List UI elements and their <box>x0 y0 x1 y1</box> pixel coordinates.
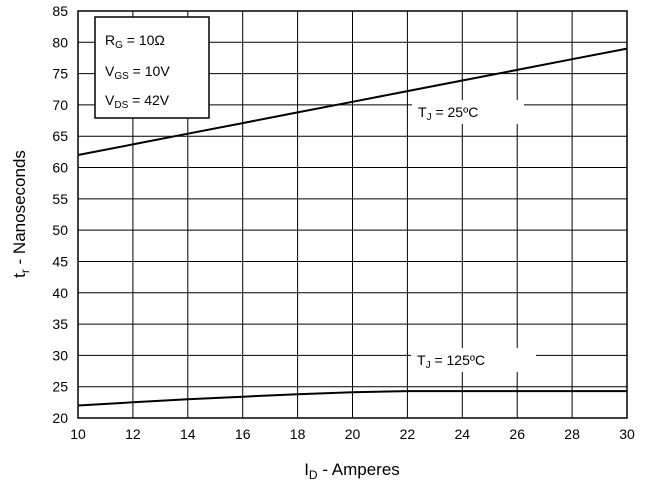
y-tick-label: 30 <box>52 347 68 363</box>
y-tick-label: 60 <box>52 160 68 176</box>
condition-vgs: VGS = 10V <box>105 63 170 82</box>
series-label-125c: TJ = 125ºC <box>417 352 485 371</box>
y-tick-label: 40 <box>52 285 68 301</box>
series-lines <box>77 47 628 407</box>
y-tick-label: 45 <box>52 253 68 269</box>
x-tick-label: 12 <box>125 426 141 442</box>
y-tick-label: 85 <box>52 3 68 19</box>
conditions-box: RG = 10Ω VGS = 10V VDS = 42V <box>94 16 210 119</box>
plot-frame <box>77 10 628 419</box>
x-tick-label: 22 <box>400 426 416 442</box>
y-tick-label: 35 <box>52 316 68 332</box>
x-tick-label: 24 <box>455 426 471 442</box>
series-line-125c <box>77 390 627 407</box>
series-label-bg-25c <box>412 100 524 124</box>
y-tick-label: 50 <box>52 222 68 238</box>
y-tick-label: 75 <box>52 66 68 82</box>
y-tick-label: 80 <box>52 34 68 50</box>
x-tick-label: 26 <box>509 426 525 442</box>
y-tick-label: 55 <box>52 191 68 207</box>
series-label-25c: TJ = 25ºC <box>418 104 478 123</box>
y-tick-label: 25 <box>52 379 68 395</box>
series-label-bg-125c <box>411 348 536 372</box>
x-tick-label: 18 <box>290 426 306 442</box>
x-tick-label: 10 <box>70 426 86 442</box>
x-tick-label: 28 <box>564 426 580 442</box>
series-line-25c <box>77 47 628 156</box>
x-axis-label: ID - Amperes <box>304 460 400 482</box>
x-tick-label: 16 <box>235 426 251 442</box>
y-tick-label: 70 <box>52 97 68 113</box>
y-axis-label: tr - Nanoseconds <box>10 150 32 278</box>
conditions-box-frame <box>94 16 210 119</box>
x-tick-label: 30 <box>619 426 635 442</box>
x-tick-label: 20 <box>345 426 361 442</box>
tick-labels: 10 12 14 16 18 20 22 24 26 28 30 20 25 30 35 40 45 50 55 60… <box>52 3 635 442</box>
condition-vds: VDS = 42V <box>105 92 170 111</box>
y-tick-label: 65 <box>52 128 68 144</box>
x-tick-label: 14 <box>180 426 196 442</box>
condition-rg: RG = 10Ω <box>105 32 165 51</box>
y-tick-label: 20 <box>52 410 68 426</box>
